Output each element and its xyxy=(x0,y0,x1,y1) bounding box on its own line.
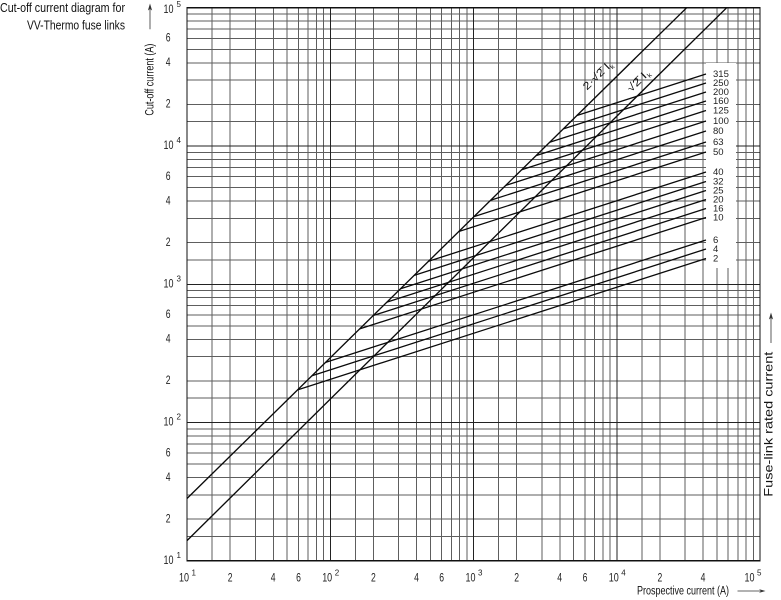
svg-text:32: 32 xyxy=(713,177,724,188)
svg-text:160: 160 xyxy=(713,96,729,107)
svg-text:63: 63 xyxy=(713,137,724,148)
svg-text:10: 10 xyxy=(164,2,174,16)
svg-text:6: 6 xyxy=(583,571,588,585)
svg-text:10: 10 xyxy=(609,571,619,585)
svg-text:4: 4 xyxy=(557,571,562,585)
svg-text:k: k xyxy=(646,72,654,80)
svg-text:5: 5 xyxy=(177,0,182,9)
svg-text:2: 2 xyxy=(177,413,182,422)
svg-text:10: 10 xyxy=(164,138,174,152)
svg-text:2: 2 xyxy=(658,571,663,585)
svg-text:4: 4 xyxy=(166,55,171,69)
svg-text:40: 40 xyxy=(713,167,724,178)
svg-text:4: 4 xyxy=(166,470,171,484)
svg-text:2: 2 xyxy=(166,511,171,525)
svg-text:1: 1 xyxy=(192,569,197,578)
svg-text:50: 50 xyxy=(713,147,724,158)
svg-text:10: 10 xyxy=(179,571,189,585)
svg-text:125: 125 xyxy=(713,106,729,117)
svg-text:5: 5 xyxy=(757,569,762,578)
svg-text:2: 2 xyxy=(166,235,171,249)
svg-text:80: 80 xyxy=(713,126,724,137)
svg-text:VV-Thermo fuse links: VV-Thermo fuse links xyxy=(27,17,125,32)
svg-text:4: 4 xyxy=(701,571,706,585)
svg-text:4: 4 xyxy=(166,193,171,207)
svg-text:4: 4 xyxy=(621,569,626,578)
svg-text:10: 10 xyxy=(322,571,332,585)
svg-text:10: 10 xyxy=(713,213,724,224)
svg-text:2: 2 xyxy=(228,571,233,585)
svg-text:4: 4 xyxy=(166,332,171,346)
svg-text:2: 2 xyxy=(371,571,376,585)
svg-text:10: 10 xyxy=(164,415,174,429)
svg-text:100: 100 xyxy=(713,116,729,127)
svg-text:10: 10 xyxy=(164,553,174,567)
svg-text:6: 6 xyxy=(166,307,171,321)
svg-text:16: 16 xyxy=(713,204,724,215)
svg-text:6: 6 xyxy=(166,445,171,459)
svg-text:200: 200 xyxy=(713,87,729,98)
svg-text:6: 6 xyxy=(439,571,444,585)
svg-text:4: 4 xyxy=(713,244,718,255)
svg-text:4: 4 xyxy=(177,136,182,145)
svg-text:4: 4 xyxy=(414,571,419,585)
svg-text:Cut-off current (A): Cut-off current (A) xyxy=(145,43,157,115)
svg-text:Fuse-link rated current: Fuse-link rated current xyxy=(762,351,776,497)
svg-text:6: 6 xyxy=(713,235,718,246)
svg-text:2: 2 xyxy=(166,373,171,387)
svg-text:Cut-off current diagram for: Cut-off current diagram for xyxy=(0,0,126,15)
svg-text:10: 10 xyxy=(164,277,174,291)
svg-text:3: 3 xyxy=(177,275,182,284)
svg-text:10: 10 xyxy=(466,571,476,585)
svg-text:4: 4 xyxy=(271,571,276,585)
svg-text:20: 20 xyxy=(713,195,724,206)
svg-text:1: 1 xyxy=(177,551,182,560)
svg-text:6: 6 xyxy=(166,169,171,183)
svg-text:2: 2 xyxy=(514,571,519,585)
svg-text:25: 25 xyxy=(713,186,724,197)
svg-text:k: k xyxy=(609,63,617,71)
svg-text:2: 2 xyxy=(335,569,340,578)
svg-text:2: 2 xyxy=(713,254,718,265)
svg-text:250: 250 xyxy=(713,78,729,89)
svg-text:6: 6 xyxy=(166,31,171,45)
svg-text:Prospective current (A): Prospective current (A) xyxy=(637,586,729,598)
svg-text:315: 315 xyxy=(713,69,729,80)
svg-text:6: 6 xyxy=(296,571,301,585)
svg-text:2: 2 xyxy=(166,97,171,111)
svg-text:10: 10 xyxy=(745,571,755,585)
svg-text:3: 3 xyxy=(478,569,483,578)
